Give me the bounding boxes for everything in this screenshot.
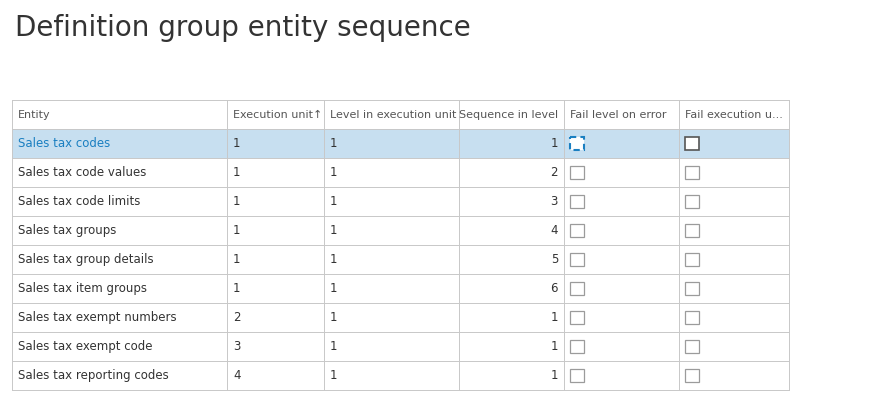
Text: Sales tax exempt code: Sales tax exempt code — [18, 340, 153, 353]
Bar — [685, 281, 699, 295]
Bar — [12, 216, 789, 245]
Bar — [685, 368, 699, 383]
Text: 1: 1 — [551, 137, 558, 150]
Text: Level in execution unit: Level in execution unit — [330, 110, 456, 120]
Text: 1: 1 — [233, 195, 240, 208]
Text: 1: 1 — [551, 311, 558, 324]
Bar — [570, 136, 584, 150]
Text: Execution unit↑: Execution unit↑ — [233, 110, 323, 120]
Text: 1: 1 — [233, 224, 240, 237]
Bar — [570, 165, 584, 179]
Bar — [12, 158, 789, 187]
Text: 6: 6 — [551, 282, 558, 295]
Bar — [570, 252, 584, 266]
Text: 1: 1 — [330, 369, 338, 382]
Text: 1: 1 — [330, 224, 338, 237]
Text: 1: 1 — [233, 137, 240, 150]
Text: 1: 1 — [330, 195, 338, 208]
Bar — [685, 310, 699, 325]
Text: Sales tax exempt numbers: Sales tax exempt numbers — [18, 311, 177, 324]
Text: 3: 3 — [551, 195, 558, 208]
Text: Sales tax code values: Sales tax code values — [18, 166, 147, 179]
Text: 1: 1 — [330, 137, 338, 150]
Text: 4: 4 — [233, 369, 240, 382]
Text: 1: 1 — [330, 311, 338, 324]
Text: 1: 1 — [330, 340, 338, 353]
Bar — [12, 361, 789, 390]
Text: Sales tax reporting codes: Sales tax reporting codes — [18, 369, 169, 382]
Text: Definition group entity sequence: Definition group entity sequence — [15, 14, 471, 42]
Bar — [685, 223, 699, 237]
Text: 1: 1 — [551, 340, 558, 353]
Text: 5: 5 — [551, 253, 558, 266]
Bar — [685, 339, 699, 354]
Text: 2: 2 — [551, 166, 558, 179]
Text: Sales tax group details: Sales tax group details — [18, 253, 154, 266]
Text: 4: 4 — [551, 224, 558, 237]
Bar — [570, 223, 584, 237]
Bar — [12, 245, 789, 274]
Bar — [570, 310, 584, 325]
Text: 1: 1 — [330, 282, 338, 295]
Text: 1: 1 — [551, 369, 558, 382]
Text: 1: 1 — [330, 253, 338, 266]
Bar — [12, 274, 789, 303]
Bar — [570, 339, 584, 354]
Text: Sales tax codes: Sales tax codes — [18, 137, 110, 150]
Bar — [570, 194, 584, 208]
Bar — [12, 187, 789, 216]
Bar — [12, 129, 789, 158]
Text: 3: 3 — [233, 340, 240, 353]
Text: 1: 1 — [330, 166, 338, 179]
Bar — [12, 303, 789, 332]
Text: 1: 1 — [233, 282, 240, 295]
Text: Sequence in level: Sequence in level — [459, 110, 558, 120]
Text: Sales tax item groups: Sales tax item groups — [18, 282, 147, 295]
Bar — [685, 136, 699, 150]
Text: Entity: Entity — [18, 110, 51, 120]
Text: Fail level on error: Fail level on error — [570, 110, 667, 120]
Text: 1: 1 — [233, 166, 240, 179]
Bar — [685, 194, 699, 208]
Bar — [570, 368, 584, 383]
Text: Fail execution u...: Fail execution u... — [685, 110, 783, 120]
Text: 2: 2 — [233, 311, 240, 324]
Text: 1: 1 — [233, 253, 240, 266]
Bar — [685, 252, 699, 266]
Bar — [12, 332, 789, 361]
Text: Sales tax groups: Sales tax groups — [18, 224, 116, 237]
Text: Sales tax code limits: Sales tax code limits — [18, 195, 140, 208]
Bar — [685, 165, 699, 179]
Bar — [570, 281, 584, 295]
